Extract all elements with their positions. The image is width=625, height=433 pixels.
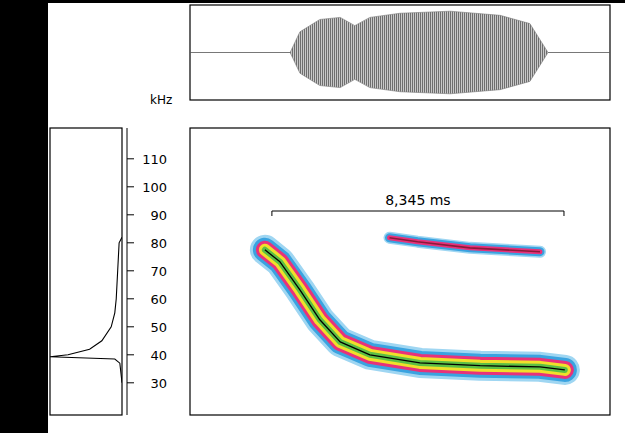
spectrogram-frame: [190, 128, 610, 415]
y-tick-label: 50: [150, 320, 167, 335]
energy-band: [390, 238, 541, 252]
border-top: [0, 0, 625, 3]
y-tick: [127, 298, 134, 299]
energy-band: [390, 238, 541, 252]
y-tick: [127, 382, 134, 383]
duration-bracket: [272, 211, 564, 216]
y-tick-label: 40: [150, 348, 167, 363]
spectrum-frame: [50, 128, 122, 415]
energy-band: [265, 250, 565, 370]
power-spectrum: [50, 237, 122, 383]
y-tick-label: 100: [142, 180, 167, 195]
y-tick: [127, 158, 134, 159]
y-tick-label: 60: [150, 292, 167, 307]
waveform-group: [190, 11, 610, 94]
call-contour: [265, 250, 565, 370]
y-tick: [127, 186, 134, 187]
y-tick: [127, 354, 134, 355]
y-tick-label: 90: [150, 208, 167, 223]
duration-label: 8,345 ms: [385, 192, 450, 208]
y-tick-label: 110: [142, 152, 167, 167]
waveform-envelope: [290, 11, 548, 94]
energy-band: [265, 250, 565, 370]
energy-band: [265, 250, 565, 370]
y-tick-label: 70: [150, 264, 167, 279]
y-tick: [127, 270, 134, 271]
figure: 8,345 ms 30 40 50 60 70 80 90 100 110 kHz: [0, 0, 625, 433]
y-axis-line: [127, 128, 128, 415]
border-left: [0, 0, 48, 433]
spectrogram-group: [265, 238, 565, 370]
y-tick: [127, 242, 134, 243]
y-tick-label: 80: [150, 236, 167, 251]
harmonic-contour: [390, 238, 541, 252]
spectrum-group: [50, 237, 122, 383]
energy-band: [265, 250, 565, 370]
y-tick: [127, 214, 134, 215]
y-tick-label: 30: [150, 376, 167, 391]
waveform-frame: [190, 5, 610, 100]
y-axis-label: kHz: [150, 93, 172, 107]
energy-band: [265, 250, 565, 370]
y-tick: [127, 326, 134, 327]
energy-band: [390, 238, 541, 252]
